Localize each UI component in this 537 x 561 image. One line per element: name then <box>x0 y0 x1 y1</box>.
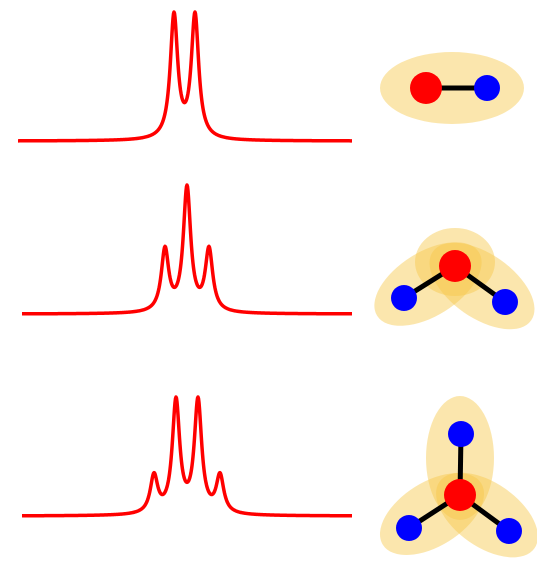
central-atom <box>410 72 442 104</box>
outer-atom <box>496 518 522 544</box>
outer-atom <box>492 289 518 315</box>
page: (() => { const data = JSON.parse(documen… <box>0 0 537 561</box>
molecule-diatomic <box>380 52 524 124</box>
central-atom <box>439 250 471 282</box>
spectrum-curve <box>18 12 352 141</box>
molecule-trigonal <box>366 396 537 561</box>
figure <box>0 0 537 561</box>
central-atom <box>444 479 476 511</box>
spectrum-curve <box>22 397 352 516</box>
spectrum-curve <box>22 185 352 314</box>
outer-atom <box>391 285 417 311</box>
outer-atom <box>474 75 500 101</box>
molecule-bent <box>360 225 537 347</box>
outer-atom <box>448 421 474 447</box>
outer-atom <box>396 515 422 541</box>
